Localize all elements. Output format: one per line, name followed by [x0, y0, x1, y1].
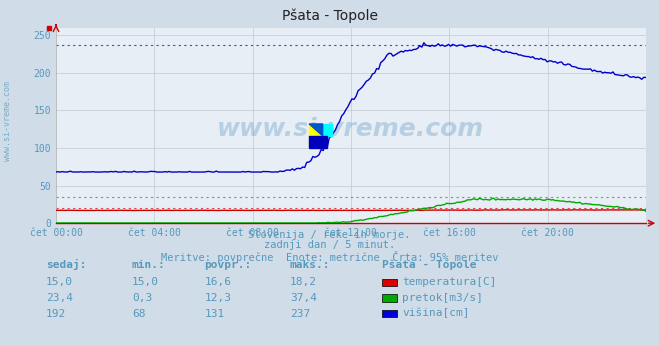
Text: 16,6: 16,6 — [204, 277, 231, 288]
Text: 15,0: 15,0 — [132, 277, 159, 288]
Text: povpr.:: povpr.: — [204, 260, 252, 270]
Text: 37,4: 37,4 — [290, 293, 317, 303]
Text: 237: 237 — [290, 309, 310, 319]
Polygon shape — [309, 124, 323, 136]
Bar — [309, 136, 328, 148]
Text: Slovenija / reke in morje.: Slovenija / reke in morje. — [248, 230, 411, 240]
Text: pretok[m3/s]: pretok[m3/s] — [402, 293, 483, 303]
Text: 192: 192 — [46, 309, 67, 319]
Text: sedaj:: sedaj: — [46, 259, 86, 270]
Text: 68: 68 — [132, 309, 145, 319]
Text: www.si-vreme.com: www.si-vreme.com — [3, 81, 13, 161]
Text: 131: 131 — [204, 309, 225, 319]
Text: višina[cm]: višina[cm] — [402, 308, 469, 319]
Text: Pšata - Topole: Pšata - Topole — [281, 9, 378, 23]
Text: Pšata - Topole: Pšata - Topole — [382, 260, 476, 270]
Text: maks.:: maks.: — [290, 260, 330, 270]
Text: Meritve: povprečne  Enote: metrične  Črta: 95% meritev: Meritve: povprečne Enote: metrične Črta:… — [161, 251, 498, 263]
Text: min.:: min.: — [132, 260, 165, 270]
Text: 23,4: 23,4 — [46, 293, 73, 303]
Text: www.si-vreme.com: www.si-vreme.com — [217, 117, 484, 141]
Text: 18,2: 18,2 — [290, 277, 317, 288]
Bar — [323, 124, 332, 136]
Text: 12,3: 12,3 — [204, 293, 231, 303]
Text: temperatura[C]: temperatura[C] — [402, 277, 496, 288]
Bar — [309, 124, 323, 136]
Text: zadnji dan / 5 minut.: zadnji dan / 5 minut. — [264, 240, 395, 251]
Text: 15,0: 15,0 — [46, 277, 73, 288]
Text: 0,3: 0,3 — [132, 293, 152, 303]
